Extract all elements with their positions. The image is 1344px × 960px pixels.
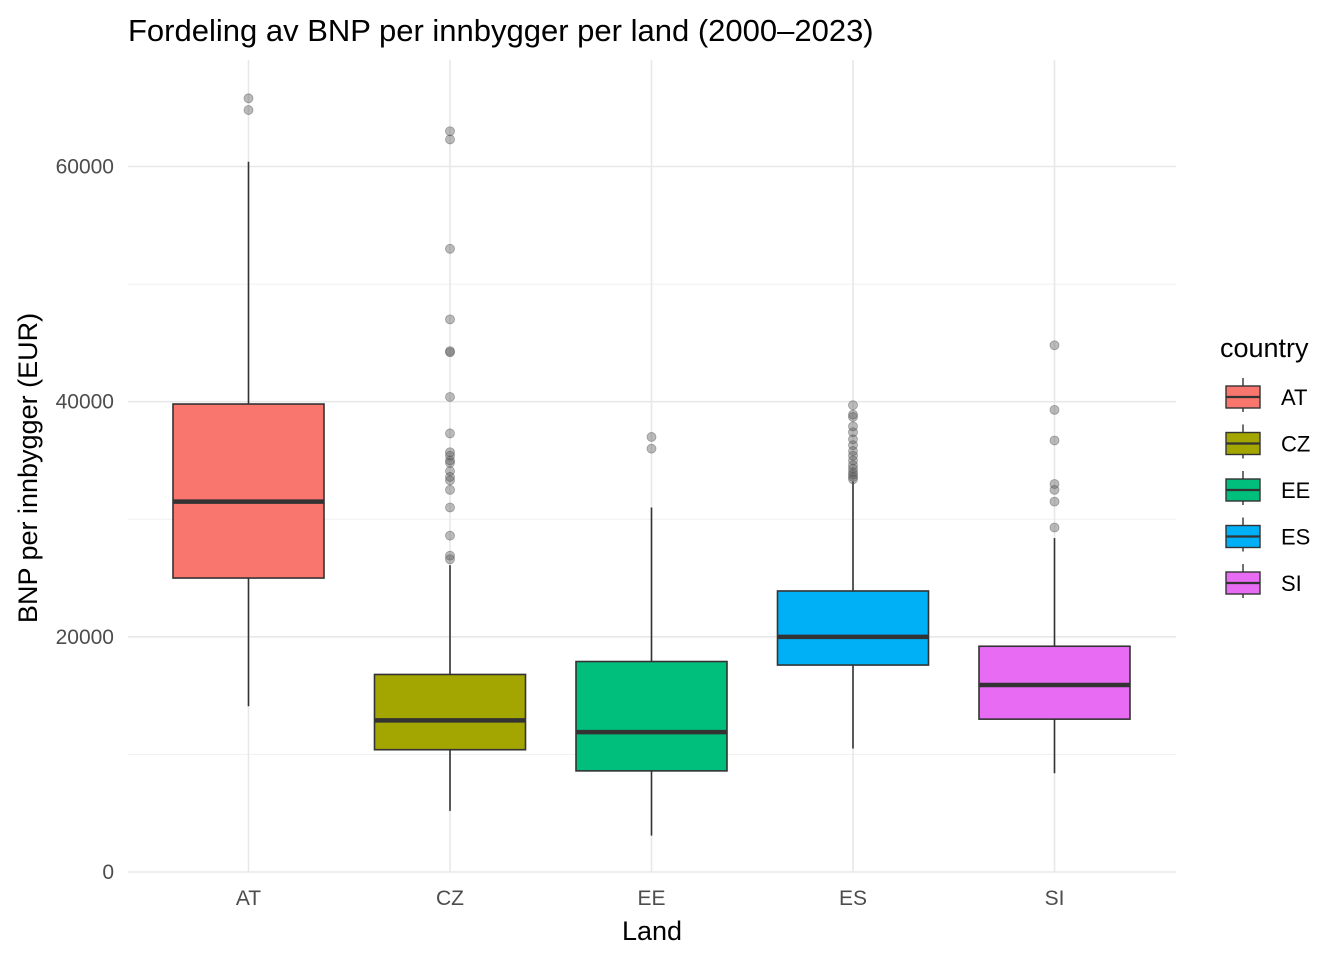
y-axis-title: BNP per innbygger (EUR) [13, 313, 43, 623]
outlier-point [1049, 404, 1060, 415]
legend-item-es: ES [1225, 517, 1310, 552]
outlier-point [1049, 435, 1060, 446]
legend-item-cz: CZ [1225, 424, 1310, 459]
outlier-point [1049, 479, 1060, 489]
outlier-point [1049, 496, 1060, 507]
outlier-point [848, 412, 858, 422]
outlier-point [848, 400, 858, 411]
outlier-point [848, 463, 858, 474]
outlier-point [445, 466, 455, 476]
outlier-point [445, 428, 455, 439]
x-tick-label: SI [1045, 887, 1065, 910]
y-tick-label: 60000 [56, 156, 114, 179]
box [575, 660, 728, 772]
outlier-point [848, 446, 858, 456]
box-es [776, 400, 930, 749]
legend-label: ES [1281, 525, 1310, 550]
legend: country AT CZ EE ES SI [1220, 333, 1310, 598]
x-axis-title: Land [622, 916, 682, 946]
outlier-point [1049, 522, 1060, 533]
outlier-point [1049, 340, 1060, 351]
box-cz [373, 126, 527, 811]
legend-label: AT [1281, 385, 1307, 410]
box [172, 403, 325, 579]
x-tick-label: EE [637, 887, 665, 910]
outlier-point [445, 243, 455, 254]
chart-title: Fordeling av BNP per innbygger per land … [128, 13, 874, 48]
outlier-point [646, 432, 657, 442]
outlier-point [445, 134, 455, 145]
box-series [172, 93, 1131, 836]
legend-title: country [1220, 333, 1309, 363]
outlier-point [445, 392, 455, 402]
outlier-point [848, 427, 858, 438]
x-tick-label: CZ [436, 887, 464, 910]
outlier-point [848, 434, 858, 445]
box [776, 590, 930, 666]
x-tick-label: ES [839, 887, 867, 910]
outlier-point [848, 469, 858, 480]
y-axis-ticks: 0 20000 40000 60000 [56, 156, 114, 885]
y-tick-label: 20000 [56, 626, 114, 649]
outlier-point [243, 105, 254, 115]
y-tick-label: 0 [102, 861, 114, 884]
legend-item-si: SI [1225, 564, 1302, 598]
outlier-point [445, 554, 455, 565]
outlier-point [445, 346, 455, 357]
box-ee [575, 432, 728, 836]
legend-label: CZ [1281, 432, 1310, 457]
outlier-point [445, 502, 455, 513]
outlier-point [445, 484, 455, 495]
outlier-point [445, 475, 455, 486]
legend-item-ee: EE [1225, 471, 1310, 505]
x-axis-ticks: AT CZ EE ES SI [236, 887, 1065, 910]
outlier-point [646, 443, 657, 454]
box [978, 645, 1131, 720]
outlier-point [445, 472, 455, 482]
outlier-point [848, 421, 858, 432]
outlier-point [848, 467, 858, 478]
box-at [172, 93, 325, 707]
outlier-point [445, 530, 455, 541]
outlier-point [445, 457, 455, 468]
legend-item-at: AT [1225, 378, 1307, 412]
legend-label: EE [1281, 478, 1310, 503]
box [373, 673, 527, 751]
y-tick-label: 40000 [56, 391, 114, 414]
outlier-point [848, 409, 858, 420]
outlier-point [445, 126, 455, 137]
outlier-point [445, 314, 455, 325]
outlier-point [445, 550, 455, 561]
x-tick-label: AT [236, 887, 261, 910]
legend-label: SI [1281, 571, 1302, 596]
outlier-point [445, 450, 455, 461]
box-si [978, 340, 1131, 774]
outlier-point [243, 93, 254, 104]
outlier-point [848, 440, 858, 451]
outlier-point [1049, 484, 1060, 495]
outlier-point [445, 447, 455, 458]
